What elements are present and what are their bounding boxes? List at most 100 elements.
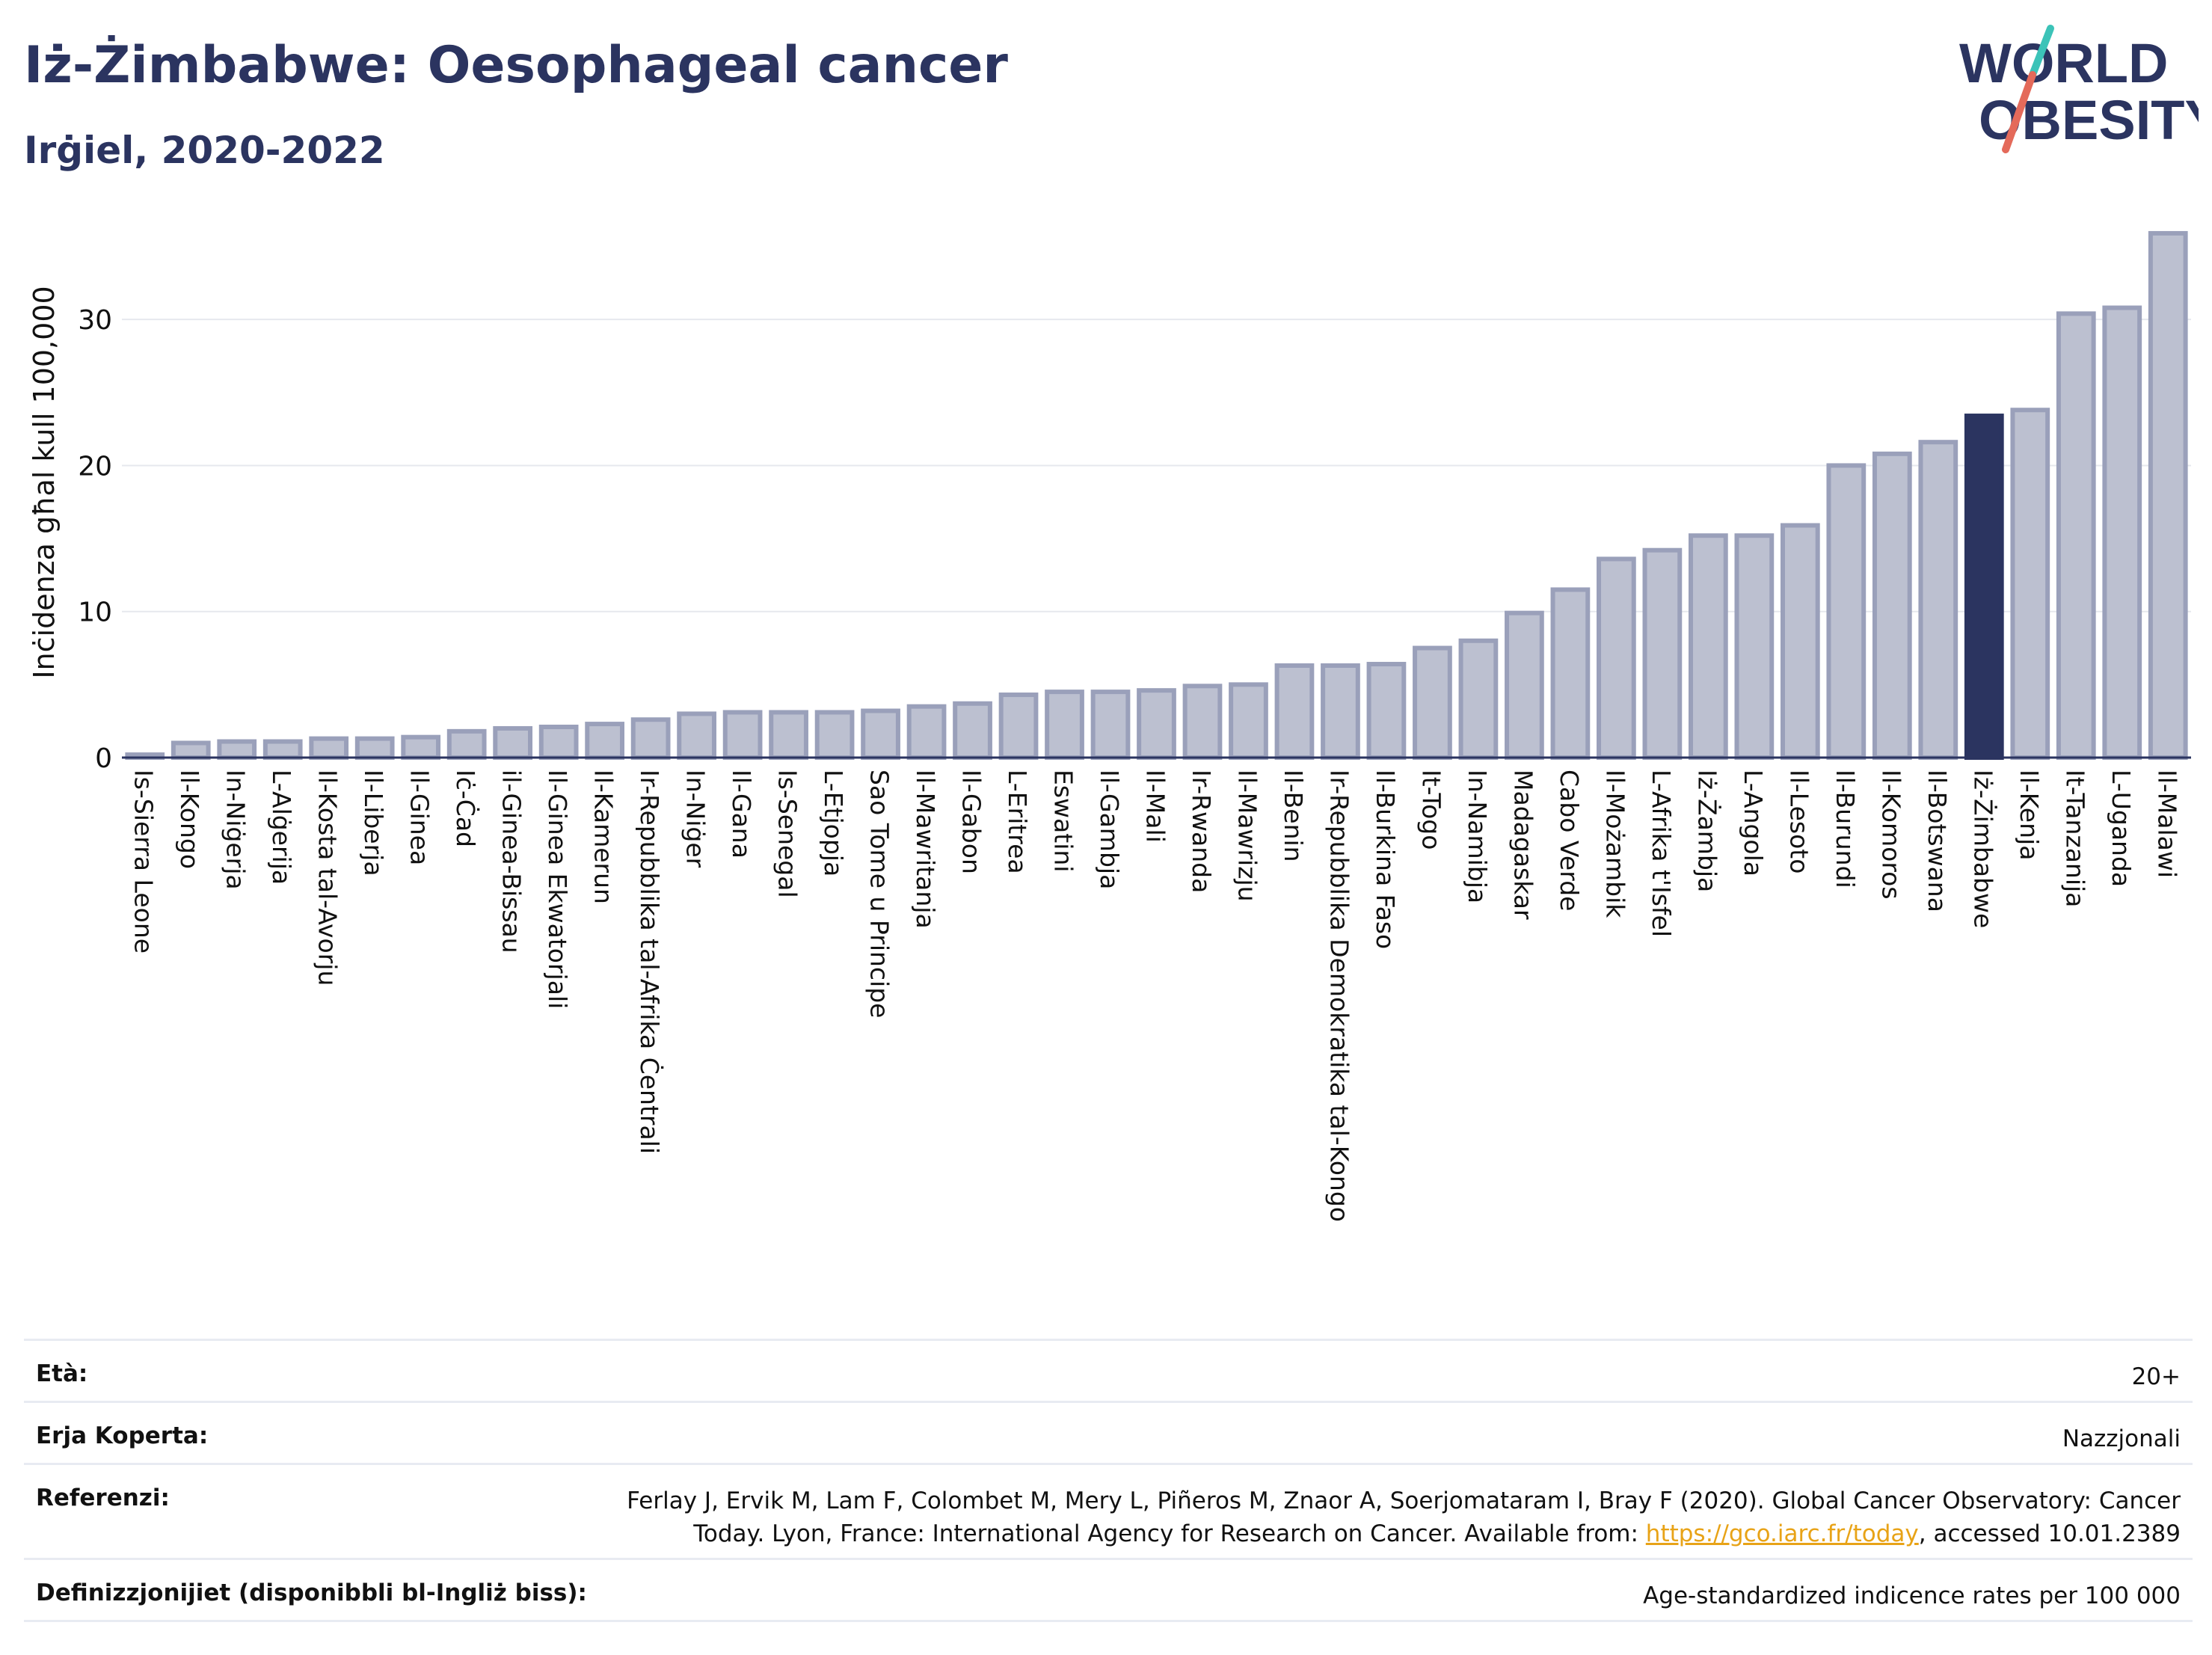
bar xyxy=(1137,688,1176,761)
bar xyxy=(309,736,349,761)
references-line2-pre: Today. Lyon, France: International Agenc… xyxy=(693,1520,1646,1547)
bar xyxy=(998,693,1039,761)
chart-subtitle: Irġiel, 2020-2022 xyxy=(24,129,385,172)
bar xyxy=(1366,662,1407,760)
bar xyxy=(354,736,395,761)
logo-slash-top xyxy=(2029,25,2054,79)
x-tick-label: Il-Możambik xyxy=(1600,770,1629,918)
bar xyxy=(1734,533,1775,761)
bar xyxy=(861,708,900,760)
x-tick-label: Il-Kongo xyxy=(175,770,204,869)
x-tick-label: L-Uganda xyxy=(2107,770,2136,887)
x-tick-label: In-Niġerja xyxy=(221,770,251,890)
x-tick-label: Ir-Repubblika tal-Afrika Ċentrali xyxy=(635,770,665,1154)
bar xyxy=(1689,533,1728,761)
meta-row-definitions: Definizzjonijiet (disponibbli bl-Ingliż … xyxy=(24,1560,2193,1622)
meta-row-age: Età: 20+ xyxy=(24,1341,2193,1403)
x-tick-label: Il-Malawi xyxy=(2152,770,2181,878)
x-tick-label: L-Eritrea xyxy=(1003,770,1032,874)
x-tick-label: Il-Gabon xyxy=(957,770,986,874)
bar xyxy=(814,710,855,760)
x-tick-label: Eswatini xyxy=(1049,770,1078,872)
y-tick-label: 30 xyxy=(78,305,112,336)
references-value: Ferlay J, Ervik M, Lam F, Colombet M, Me… xyxy=(627,1484,2181,1550)
x-tick-label: Il-Botswana xyxy=(1923,770,1952,912)
definitions-value: Age-standardized indicence rates per 100… xyxy=(1643,1582,2181,1609)
x-tick-label: Il-Gana xyxy=(727,770,756,859)
bar xyxy=(2102,305,2142,760)
x-tick-label: Il-Mali xyxy=(1141,770,1170,843)
bar xyxy=(1321,663,1360,760)
references-line1: Ferlay J, Ervik M, Lam F, Colombet M, Me… xyxy=(627,1487,2181,1514)
bar xyxy=(1090,690,1131,760)
area-label: Erja Koperta: xyxy=(36,1422,209,1449)
x-tick-label: L-Afrika t'Isfel xyxy=(1647,770,1676,937)
area-value: Nazzjonali xyxy=(2062,1425,2181,1452)
bar xyxy=(2010,408,2050,760)
bar xyxy=(1826,463,1867,760)
bar-chart: 0 10 20 30 Is-Sierra Leone Il-Kongo In-Niġerj… xyxy=(28,230,2191,1222)
y-axis-ticks: 0 10 20 30 xyxy=(78,305,112,774)
x-tick-label: il-Ginea-Bissau xyxy=(497,770,526,954)
bar xyxy=(2148,230,2188,761)
bar xyxy=(585,722,624,761)
x-tick-label: Il-Gambja xyxy=(1095,770,1124,889)
bar xyxy=(401,734,441,761)
logo-slash-bottom xyxy=(2002,71,2036,153)
bar xyxy=(630,717,671,761)
references-label: Referenzi: xyxy=(36,1484,170,1511)
bar xyxy=(446,728,487,760)
y-tick-label: 10 xyxy=(78,598,112,628)
x-tick-label: Cabo Verde xyxy=(1555,770,1584,911)
bar xyxy=(769,710,808,760)
bar xyxy=(1550,587,1591,760)
x-axis-ticks: Is-Sierra Leone Il-Kongo In-Niġerja L-Alġer… xyxy=(129,770,2182,1222)
logo-line1: WORLD xyxy=(1959,32,2169,94)
bar xyxy=(953,701,992,760)
x-tick-label: Sao Tome u Principe xyxy=(865,770,894,1018)
bar xyxy=(2056,311,2096,761)
bar xyxy=(538,724,579,760)
bar xyxy=(1274,663,1315,760)
x-tick-label: Il-Mawritanja xyxy=(911,770,940,929)
bar xyxy=(262,739,303,761)
bar xyxy=(1182,684,1223,761)
bar xyxy=(1505,610,1544,760)
x-tick-label: Il-Komoros xyxy=(1876,770,1905,900)
x-tick-label: It-Togo xyxy=(1416,770,1446,850)
references-link[interactable]: https://gco.iarc.fr/today xyxy=(1645,1520,1919,1547)
age-value: 20+ xyxy=(2131,1363,2181,1390)
x-tick-label: L-Alġerija xyxy=(267,770,296,885)
x-tick-label: Is-Sierra Leone xyxy=(129,770,159,954)
y-tick-label: 0 xyxy=(95,743,112,774)
x-tick-label: Il-Burkina Faso xyxy=(1371,770,1400,949)
x-tick-label: Il-Mawrizju xyxy=(1232,770,1262,902)
x-tick-label: Iż-Żambja xyxy=(1692,770,1721,892)
x-tick-label: It-Tanzanija xyxy=(2060,770,2089,907)
x-tick-label: L-Etjopja xyxy=(819,770,848,876)
age-label: Età: xyxy=(36,1360,88,1387)
x-tick-label: Il-Burundi xyxy=(1831,770,1860,888)
meta-row-references: Referenzi: Ferlay J, Ervik M, Lam F, Col… xyxy=(24,1465,2193,1560)
x-tick-label: In-Niġer xyxy=(681,770,710,868)
bars xyxy=(122,230,2191,761)
bar xyxy=(217,739,257,761)
x-tick-label: Il-Kosta tal-Avorju xyxy=(313,770,342,986)
x-tick-label: Iż-Żimbabwe xyxy=(1968,770,1997,928)
x-tick-label: Il-Kenja xyxy=(2015,770,2044,860)
bar xyxy=(1964,414,2004,760)
bar xyxy=(493,725,533,761)
x-tick-label: Is-Senegal xyxy=(773,770,802,898)
x-tick-label: Iċ-Ċad xyxy=(451,770,481,847)
metadata-table: Età: 20+ Erja Koperta: Nazzjonali Refere… xyxy=(24,1339,2193,1622)
bar xyxy=(1918,440,1958,760)
x-tick-label: In-Namibja xyxy=(1463,770,1492,903)
bar xyxy=(1413,645,1452,761)
bar xyxy=(1045,690,1084,760)
x-tick-label: Il-Kamerun xyxy=(589,770,618,904)
bar xyxy=(1458,638,1499,760)
x-tick-label: Il-Liberja xyxy=(359,770,388,876)
bar xyxy=(170,740,211,761)
x-tick-label: L-Angola xyxy=(1739,770,1768,876)
meta-row-area: Erja Koperta: Nazzjonali xyxy=(24,1403,2193,1465)
